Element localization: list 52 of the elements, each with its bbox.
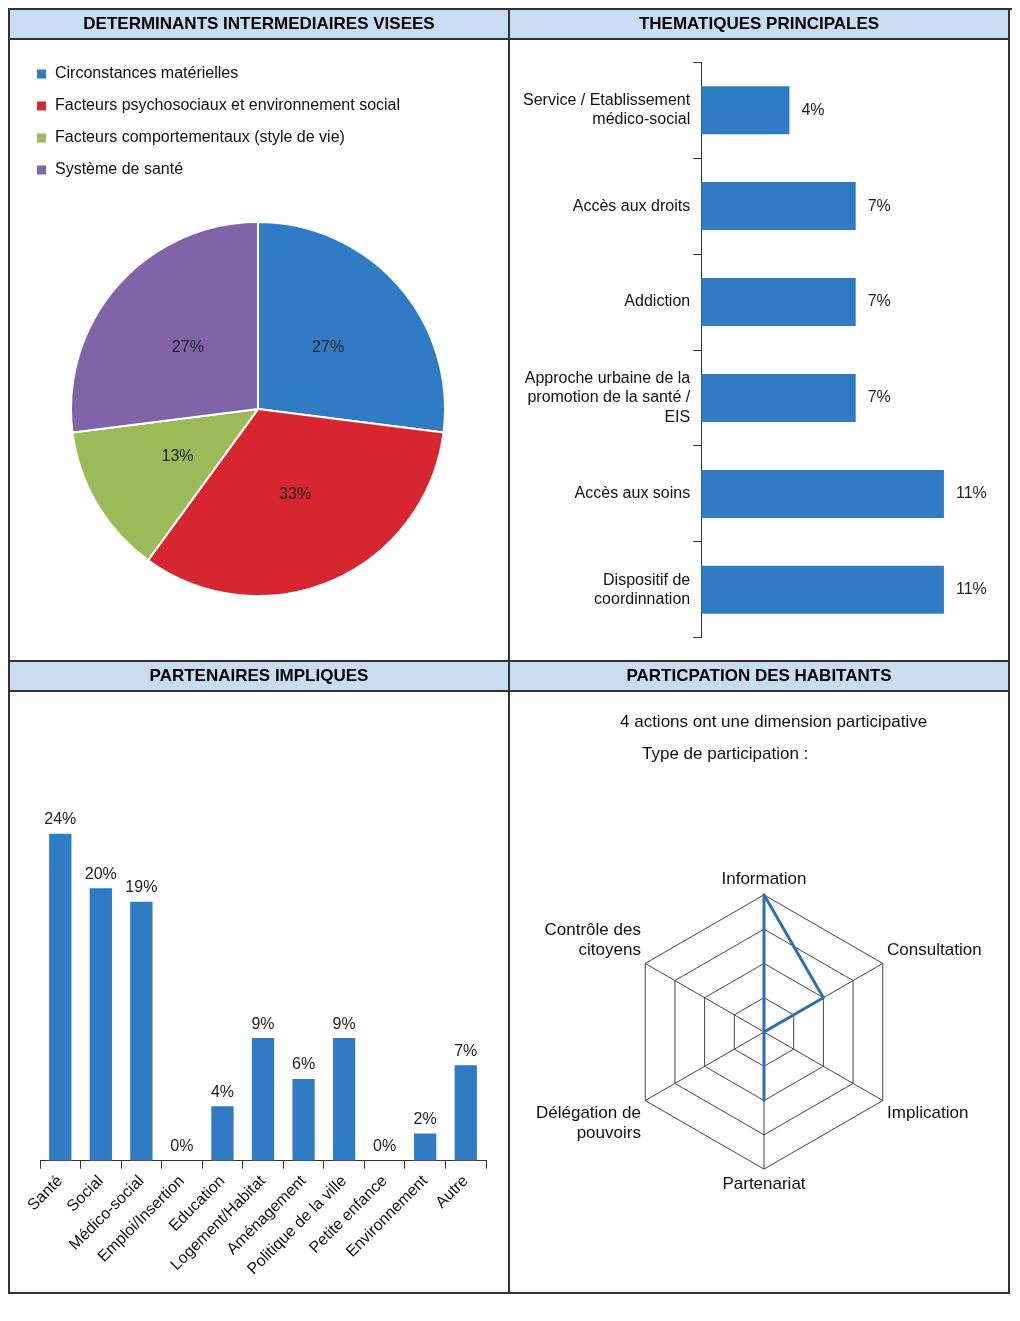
spoke-label: Consultation bbox=[887, 940, 982, 960]
data-label: 7% bbox=[867, 388, 891, 406]
chart-title: DETERMINANTS INTERMEDIAIRES VISEES bbox=[10, 10, 508, 40]
y-tick-label: Addiction bbox=[624, 292, 691, 310]
bar bbox=[454, 1065, 477, 1161]
chart-title: PARTICPATION DES HABITANTS bbox=[510, 662, 1008, 692]
legend-label: Circonstances matérielles bbox=[55, 64, 239, 82]
y-tick-label: Dispositif de coordinnation bbox=[594, 570, 691, 607]
text: Type de participation : bbox=[641, 743, 810, 765]
y-tick-label: Approche urbaine de la promotion de la santé / EIS bbox=[524, 369, 691, 425]
data-label: 0% bbox=[373, 1137, 397, 1155]
chart-subtitle: 4 actions ont une dimension participative bbox=[620, 711, 928, 733]
data-label: 27% bbox=[171, 337, 204, 355]
data-label: 6% bbox=[291, 1055, 316, 1073]
y-tick-label: Accès aux soins bbox=[574, 484, 691, 502]
chart-title: PARTENAIRES IMPLIQUES bbox=[10, 662, 508, 692]
spoke-label: Partenariat bbox=[722, 1174, 806, 1194]
bar bbox=[414, 1133, 437, 1161]
spoke-label: Délégation de pouvoirs bbox=[535, 1102, 641, 1143]
chart-title: THEMATIQUES PRINCIPALES bbox=[510, 10, 1008, 40]
data-label: 7% bbox=[867, 292, 891, 310]
data-label: 7% bbox=[867, 196, 891, 214]
bar bbox=[49, 833, 72, 1161]
data-label: 20% bbox=[84, 864, 117, 882]
spoke-label: Contrôle des citoyens bbox=[544, 920, 641, 960]
data-label: 19% bbox=[125, 878, 158, 896]
spoke-label: Information bbox=[721, 869, 807, 889]
bar bbox=[89, 888, 112, 1161]
data-label: 9% bbox=[332, 1014, 356, 1032]
data-label: 4% bbox=[210, 1082, 235, 1100]
bar bbox=[130, 901, 153, 1161]
y-tick-label: Accès aux droits bbox=[572, 196, 691, 214]
data-label: 33% bbox=[279, 485, 312, 503]
data-label: 0% bbox=[170, 1137, 194, 1155]
data-label: 2% bbox=[413, 1109, 437, 1127]
data-label: 27% bbox=[312, 337, 345, 355]
legend-label: Système de santé bbox=[55, 160, 184, 178]
data-label: 11% bbox=[955, 484, 987, 502]
data-label: 13% bbox=[161, 447, 194, 464]
spoke-label: Implication bbox=[887, 1102, 969, 1122]
data-label: 9% bbox=[251, 1014, 275, 1032]
data-label: 7% bbox=[454, 1041, 478, 1059]
data-label: 24% bbox=[44, 810, 77, 828]
bar bbox=[251, 1038, 275, 1161]
bar bbox=[332, 1038, 356, 1161]
legend-label: Facteurs comportementaux (style de vie) bbox=[55, 128, 345, 146]
data-label: 4% bbox=[801, 100, 825, 118]
legend-label: Facteurs psychosociaux et environnement social bbox=[55, 96, 401, 114]
y-tick-label: Service / Etablissement médico-social bbox=[522, 90, 691, 128]
bar bbox=[211, 1106, 234, 1161]
bar bbox=[292, 1078, 315, 1161]
data-label: 11% bbox=[955, 580, 987, 598]
